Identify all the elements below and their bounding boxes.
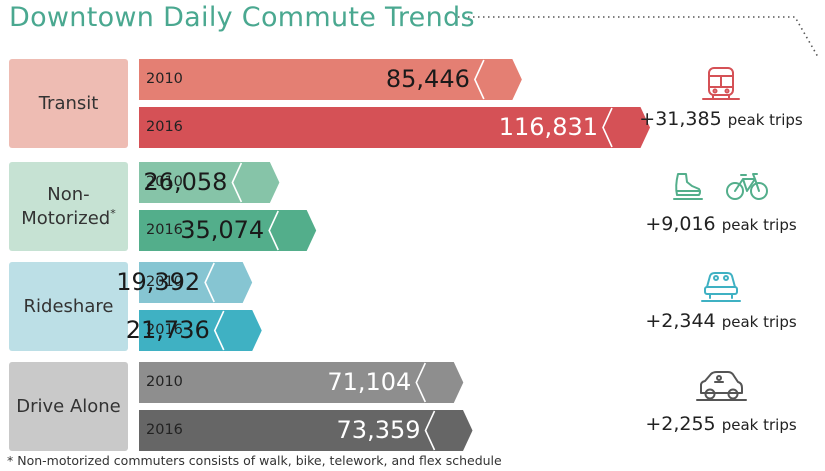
bar-2010	[139, 162, 280, 203]
bar-chevron	[213, 310, 225, 351]
bicycle-icon	[726, 173, 768, 200]
bar-chevron	[204, 262, 215, 303]
bar-value-label: 73,359	[336, 416, 421, 444]
change-unit: peak trips	[721, 313, 797, 331]
bar-2016	[139, 107, 650, 148]
category-label: Non- Motorized*	[9, 162, 128, 251]
year-label: 2010	[146, 374, 183, 390]
bar-2016	[139, 410, 473, 451]
category-box-bg	[9, 59, 128, 148]
footnote: * Non-motorized commuters consists of wa…	[7, 453, 502, 468]
change-label: +9,016 peak trips	[631, 213, 811, 235]
bar-chevron	[602, 107, 613, 148]
carpool-icon	[701, 272, 741, 302]
change-label: +31,385 peak trips	[631, 108, 811, 130]
bar-value-label: 19,392	[116, 268, 201, 296]
change-value: +31,385	[639, 108, 722, 130]
bar-chevron	[231, 162, 243, 203]
bar-value-label: 21,736	[125, 316, 210, 344]
bar-value-label: 26,058	[143, 168, 228, 196]
category-label-line: Drive Alone	[16, 395, 121, 417]
category-label: Transit	[9, 59, 128, 148]
category-label-text: Non- Motorized*	[21, 183, 115, 229]
change-unit: peak trips	[721, 216, 797, 234]
year-label: 2010	[146, 71, 183, 87]
chart-title: Downtown Daily Commute Trends	[9, 2, 475, 33]
category-box-bg	[9, 162, 128, 251]
category-label-text: Drive Alone	[16, 395, 121, 418]
footnote-mark: *	[110, 206, 116, 220]
year-label: 2010	[146, 274, 183, 290]
year-label: 2016	[146, 119, 183, 135]
bar-value-label: 116,831	[498, 113, 598, 141]
bar-2010	[139, 59, 522, 100]
category-label-line: Transit	[38, 92, 99, 114]
bar-chevron	[268, 210, 279, 251]
bar-2016	[139, 310, 262, 351]
bar-chevron	[415, 362, 427, 403]
category-label: Drive Alone	[9, 362, 128, 451]
walking-shoe-icon	[673, 173, 703, 200]
change-label: +2,344 peak trips	[631, 310, 811, 332]
bar-value-label: 71,104	[327, 368, 412, 396]
category-box-bg	[9, 262, 128, 351]
bar-chevron	[424, 410, 436, 451]
bar-chevron	[473, 59, 485, 100]
category-label-text: Rideshare	[24, 295, 114, 318]
category-label-line: Non-	[47, 184, 90, 206]
bar-value-label: 85,446	[385, 65, 470, 93]
change-unit: peak trips	[727, 111, 803, 129]
bar-2016	[139, 210, 317, 251]
category-label-line: Rideshare	[23, 295, 114, 317]
bar-value-label: 35,074	[180, 216, 265, 244]
bus-icon	[702, 67, 740, 100]
year-label: 2016	[146, 422, 183, 438]
year-label: 2010	[146, 174, 183, 190]
bar-2010	[139, 262, 253, 303]
category-label-text: Transit	[39, 92, 99, 115]
change-value: +2,344	[645, 310, 716, 332]
category-box-bg	[9, 362, 128, 451]
category-label-line: Motorized*	[21, 206, 116, 229]
change-unit: peak trips	[721, 416, 797, 434]
bar-2010	[139, 362, 464, 403]
change-value: +2,255	[645, 413, 716, 435]
year-label: 2016	[146, 222, 183, 238]
year-label: 2016	[146, 322, 183, 338]
category-label: Rideshare	[9, 262, 128, 351]
car-icon	[696, 371, 747, 401]
change-value: +9,016	[645, 213, 716, 235]
change-label: +2,255 peak trips	[631, 413, 811, 435]
